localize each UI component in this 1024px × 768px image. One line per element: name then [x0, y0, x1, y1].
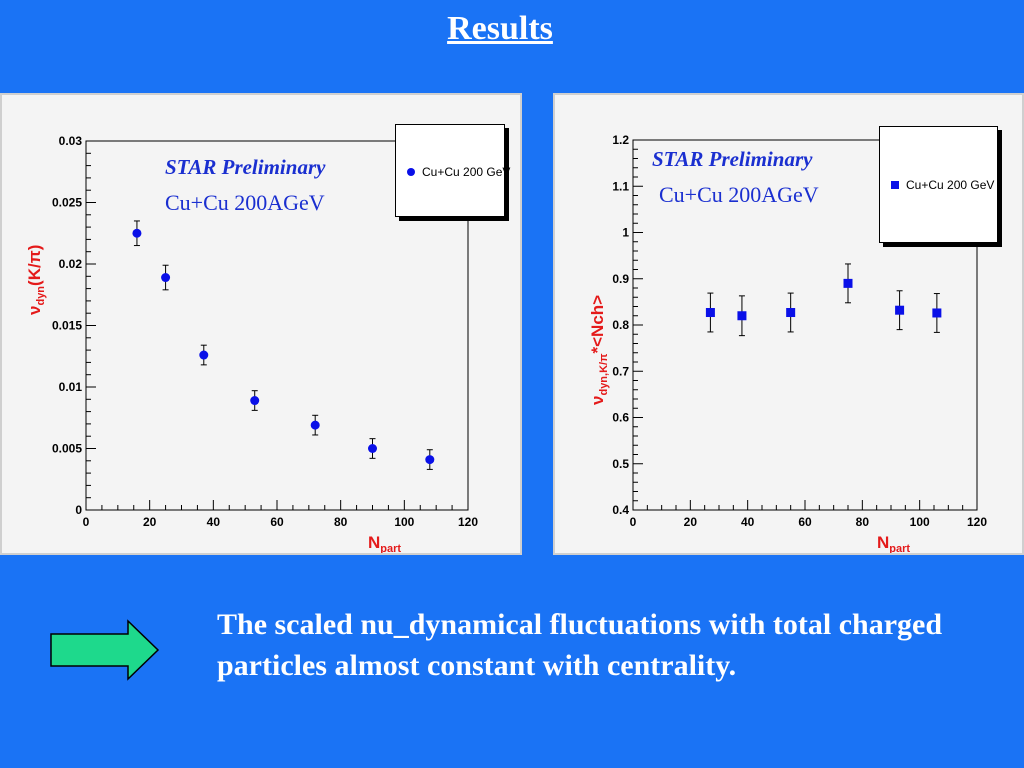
y-axis-label-group: νdyn,K/π*<Nch>: [588, 295, 610, 405]
data-point: [786, 308, 796, 318]
data-point: [895, 305, 905, 315]
data-point: [199, 350, 209, 360]
y-tick-label: 0.4: [612, 503, 629, 517]
data-point: [250, 396, 260, 406]
legend-entry: Cu+Cu 200 GeV: [422, 165, 511, 179]
y-tick-label: 0: [75, 503, 82, 517]
x-tick-label: 120: [967, 515, 987, 529]
star-preliminary-label: STAR Preliminary: [165, 155, 326, 179]
y-tick-label: 0.025: [52, 196, 82, 210]
collision-system-label: Cu+Cu 200AGeV: [165, 190, 325, 215]
data-point: [737, 311, 747, 321]
y-axis-label: νdyn(K/π): [25, 245, 47, 315]
y-tick-label: 0.6: [612, 411, 629, 425]
legend-entry: Cu+Cu 200 GeV: [906, 178, 995, 192]
legend-circle-marker-icon: [407, 168, 415, 176]
chart-panel-kpi: 0 20 40 60 80 100 120 0 0.005 0.01 0.015 0.02 0.025 0…: [0, 93, 522, 555]
slide-title: Results: [447, 10, 553, 47]
y-tick-label: 0.015: [52, 319, 82, 333]
data-point: [932, 308, 942, 318]
x-tick-label: 0: [630, 515, 637, 529]
x-axis-label: Npart: [877, 533, 910, 553]
data-point: [843, 278, 853, 288]
legend-square-marker-icon: [891, 181, 899, 189]
scaled-fluctuation-chart: 0 20 40 60 80 100 120 0.4 0.5 0.6 0.7 0.8 0.9 1 1.1 1.2…: [588, 133, 987, 553]
green-arrow-icon: [50, 619, 160, 681]
data-point: [705, 308, 715, 318]
x-tick-label: 20: [684, 515, 698, 529]
x-tick-label: 80: [856, 515, 870, 529]
y-axis-label-group: νdyn(K/π): [25, 245, 47, 315]
y-tick-label: 0.005: [52, 442, 82, 456]
y-tick-label: 0.8: [612, 318, 629, 332]
y-tick-label: 0.9: [612, 272, 629, 286]
y-tick-label: 0.02: [59, 257, 83, 271]
x-tick-label: 20: [143, 515, 157, 529]
x-tick-label: 60: [270, 515, 284, 529]
y-tick-label: 1.2: [612, 133, 629, 147]
y-tick-label: 0.5: [612, 457, 629, 471]
x-tick-label: 100: [910, 515, 930, 529]
data-point: [161, 273, 171, 283]
data-point: [132, 228, 142, 238]
y-tick-label: 1.1: [612, 179, 629, 193]
y-tick-label: 0.01: [59, 380, 83, 394]
data-point: [425, 455, 435, 465]
x-tick-label: 60: [798, 515, 812, 529]
x-axis-label: Npart: [368, 533, 401, 553]
x-tick-label: 120: [458, 515, 478, 529]
x-tick-label: 80: [334, 515, 348, 529]
y-tick-label: 1: [622, 226, 629, 240]
x-tick-label: 0: [83, 515, 90, 529]
x-tick-label: 40: [741, 515, 755, 529]
x-tick-label: 40: [207, 515, 221, 529]
data-point: [310, 420, 320, 430]
kpi-fluctuation-chart: 0 20 40 60 80 100 120 0 0.005 0.01 0.015 0.02 0.025 0…: [25, 134, 478, 553]
chart-panel-scaled: 0 20 40 60 80 100 120 0.4 0.5 0.6 0.7 0.8 0.9 1 1.1 1.2…: [553, 93, 1024, 555]
data-point: [368, 444, 377, 453]
chart-legend: Cu+Cu 200 GeV: [879, 126, 998, 243]
y-tick-label: 0.7: [612, 364, 629, 378]
conclusion-text: The scaled nu_dynamical fluctuations wit…: [217, 608, 943, 682]
collision-system-label: Cu+Cu 200AGeV: [659, 182, 819, 207]
star-preliminary-label: STAR Preliminary: [652, 147, 813, 171]
chart-legend: Cu+Cu 200 GeV: [395, 124, 510, 217]
x-tick-label: 100: [394, 515, 414, 529]
y-axis-label: νdyn,K/π*<Nch>: [588, 295, 610, 405]
y-tick-label: 0.03: [59, 134, 83, 148]
